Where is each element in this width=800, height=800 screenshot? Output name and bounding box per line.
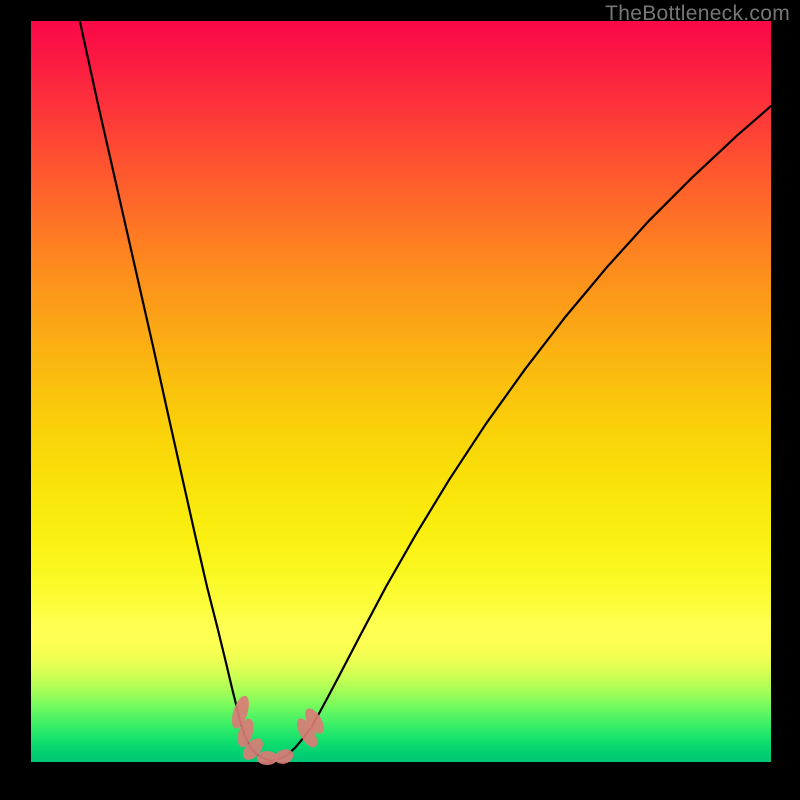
watermark-text: TheBottleneck.com (605, 2, 790, 26)
chart-canvas: TheBottleneck.com (0, 0, 800, 800)
bottleneck-curve (80, 21, 771, 761)
curve-overlay (31, 21, 771, 761)
plot-region (31, 21, 771, 761)
curve-marker (257, 751, 278, 765)
